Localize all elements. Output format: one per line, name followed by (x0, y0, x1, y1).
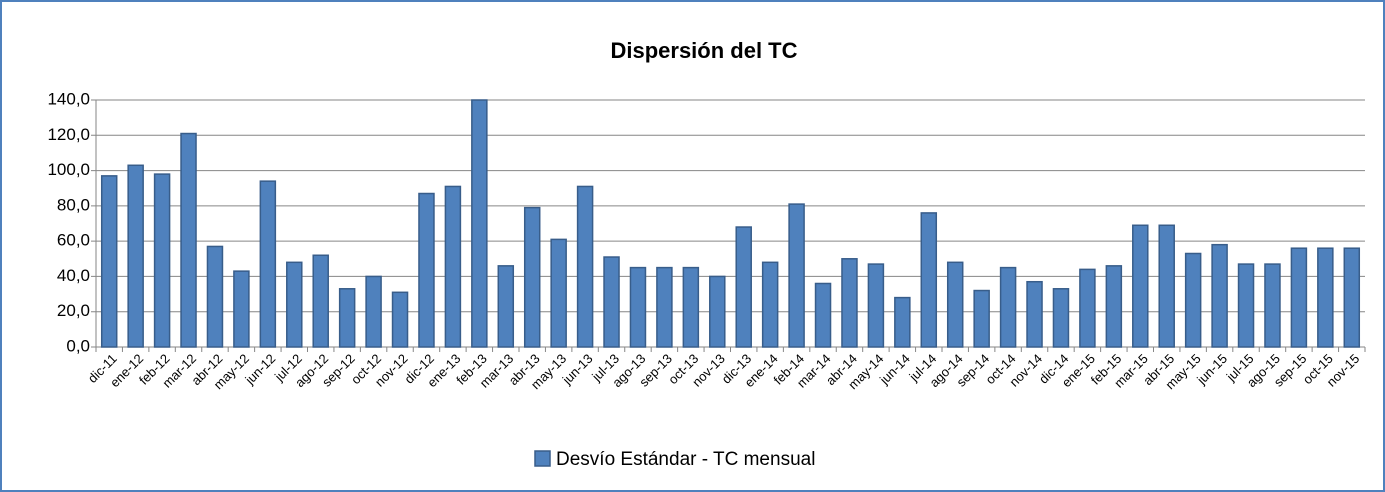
bar (391, 291, 409, 348)
bar (1132, 224, 1149, 348)
bar (338, 288, 356, 348)
bar (1158, 224, 1175, 348)
bar (1211, 243, 1228, 348)
bar (180, 132, 197, 348)
bar (153, 173, 171, 348)
legend-label: Desvío Estándar - TC mensual (556, 449, 815, 470)
y-tick-label: 0,0 (66, 336, 90, 355)
y-tick-label: 120,0 (47, 125, 90, 144)
bar (497, 265, 515, 348)
bar (920, 212, 938, 348)
legend-swatch (534, 450, 551, 467)
bar (259, 180, 277, 348)
bar (629, 266, 647, 348)
bar (1237, 263, 1255, 348)
bar (1317, 247, 1334, 348)
bar (365, 275, 382, 348)
bar (1184, 252, 1202, 348)
bar (1290, 247, 1308, 348)
bar (550, 238, 567, 348)
bar (233, 270, 250, 348)
bar (471, 99, 488, 348)
y-tick-label: 40,0 (57, 266, 90, 285)
bar (127, 164, 144, 348)
bar (788, 203, 805, 348)
bar (312, 254, 329, 348)
bar (1052, 288, 1070, 348)
bar (1264, 263, 1281, 348)
bar (894, 296, 911, 348)
y-tick-label: 20,0 (57, 301, 90, 320)
bar (444, 185, 462, 348)
bar (709, 275, 726, 348)
bar (841, 258, 858, 348)
bar (761, 261, 779, 348)
chart-title: Dispersión del TC (610, 38, 797, 63)
bar (206, 245, 224, 348)
bar (946, 261, 964, 348)
y-tick-label: 60,0 (57, 231, 90, 250)
y-tick-label: 140,0 (47, 89, 90, 108)
bar (1079, 268, 1096, 348)
bar (523, 206, 541, 348)
bar (735, 226, 752, 348)
bar (973, 289, 990, 348)
bar (418, 192, 435, 348)
bar (999, 266, 1017, 348)
y-tick-label: 80,0 (57, 195, 90, 214)
bar (814, 282, 832, 348)
bar (1343, 247, 1361, 348)
bar (576, 185, 594, 348)
bar (867, 263, 885, 348)
bar (1026, 280, 1043, 348)
bar (603, 256, 620, 348)
bar (286, 261, 303, 348)
bar (1105, 265, 1123, 348)
y-tick-label: 100,0 (47, 160, 90, 179)
bar (100, 175, 118, 348)
bar (656, 266, 673, 348)
bar (682, 266, 700, 348)
